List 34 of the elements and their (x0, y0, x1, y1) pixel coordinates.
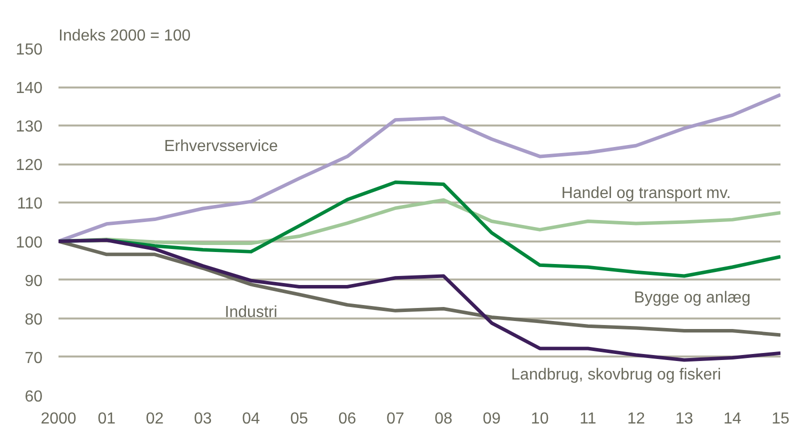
x-tick-label: 2000 (40, 410, 76, 428)
x-tick-label: 02 (146, 410, 164, 428)
x-tick-label: 09 (482, 410, 501, 428)
x-tick-label: 13 (675, 410, 694, 428)
y-tick-label: 120 (16, 157, 43, 174)
line-series (58, 240, 780, 337)
series-label: Handel og transport mv. (561, 185, 731, 202)
y-axis-title: Indeks 2000 = 100 (58, 28, 191, 44)
line-series (58, 238, 780, 362)
y-tick-label: 60 (24, 388, 43, 406)
x-tick-label: 12 (627, 410, 646, 428)
x-tick-label: 01 (98, 410, 116, 428)
x-tick-label: 06 (338, 410, 356, 428)
x-tick-label: 04 (242, 410, 260, 428)
y-tick-label: 150 (16, 42, 43, 58)
series-label: Landbrug, skovbrug og fiskeri (511, 366, 722, 384)
series-label: Erhvervsservice (164, 138, 278, 156)
x-tick-label: 03 (194, 410, 212, 428)
series-label: Bygge og anlæg (634, 289, 750, 306)
x-tick-label: 08 (434, 410, 453, 428)
y-tick-label: 100 (16, 234, 43, 252)
x-tick-label: 15 (772, 410, 790, 428)
y-tick-label: 90 (24, 272, 43, 290)
series-label: Industri (224, 304, 278, 321)
y-tick-label: 140 (16, 80, 43, 98)
x-tick-label: 10 (530, 410, 549, 428)
x-tick-label: 14 (723, 410, 742, 428)
x-tick-label: 05 (290, 410, 308, 428)
y-tick-label: 70 (24, 350, 43, 367)
x-tick-label: 07 (386, 410, 404, 428)
y-tick-label: 110 (16, 196, 43, 213)
x-tick-label: 11 (580, 410, 596, 428)
y-tick-label: 130 (16, 118, 43, 136)
y-tick-label: 80 (24, 311, 43, 328)
